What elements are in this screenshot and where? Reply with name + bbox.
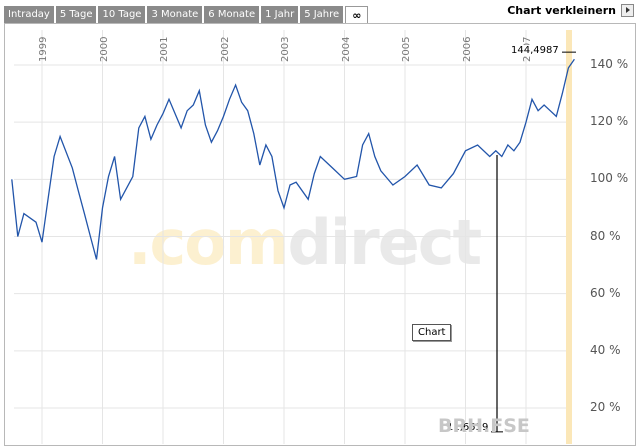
x-tick-label-5: 2004 [340,36,352,62]
x-tick-label-6: 2005 [401,36,412,62]
y-tick-label-3: 80 % [590,228,621,243]
tab-1[interactable]: 5 Tage [55,6,97,23]
watermark-logo: .comdirect [128,206,483,279]
y-tick-label-0: 140 % [590,57,629,71]
x-tick-label-7: 2006 [461,36,473,62]
current-period-band [566,30,572,444]
ticker-symbol: BRH.FSE [438,415,530,437]
chart-frame [4,23,636,446]
y-tick-label-6: 20 % [590,400,621,414]
tab-4[interactable]: 6 Monate [204,6,260,23]
y-tick-label-1: 120 % [590,114,629,129]
tab-2[interactable]: 10 Tage [98,6,146,23]
shrink-chart-label: Chart verkleinern [507,3,616,17]
tab-0[interactable]: Intraday [4,6,54,23]
arrow-right-icon[interactable] [621,3,634,17]
tab-6[interactable]: 5 Jahre [300,6,344,23]
series-line [11,58,575,260]
timeframe-tabbar: Intraday 5 Tage 10 Tage 3 Monate 6 Monate 1 J… [0,0,638,24]
watermark-direct: direct [287,206,483,279]
x-tick-label-1: 2000 [98,36,110,62]
watermark-com: .com [128,206,290,279]
tab-3[interactable]: 3 Monate [147,6,203,23]
y-tick-label-4: 60 % [590,285,621,300]
x-tick-label-3: 2002 [219,36,231,62]
shrink-chart-button[interactable]: Chart verkleinern [507,2,634,18]
high-value-label: 144,4987 [511,45,559,56]
low-value-label: 11,6539 [447,422,489,433]
x-tick-label-0: 1999 [38,36,49,62]
chart-tooltip: Chart [412,324,452,341]
y-tick-label-5: 40 % [590,342,621,357]
x-tick-label-2: 2001 [159,36,170,62]
y-tick-label-2: 100 % [590,171,629,186]
x-tick-label-4: 2003 [280,36,291,62]
tab-7[interactable]: ∞ [345,6,369,23]
timeframe-tabs: Intraday 5 Tage 10 Tage 3 Monate 6 Monate 1 J… [4,6,370,23]
tab-5[interactable]: 1 Jahr [261,6,299,23]
